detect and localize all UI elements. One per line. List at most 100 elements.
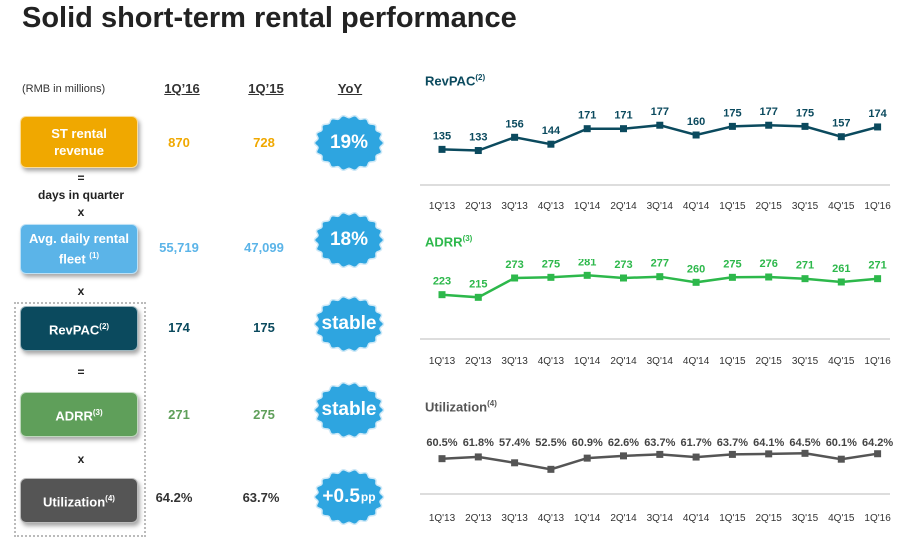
data-label: 177 [760,106,778,118]
data-label: 157 [832,118,850,130]
data-point [874,123,882,131]
data-label: 281 [578,259,596,268]
units-label: (RMB in millions) [22,83,106,95]
data-point [692,131,700,139]
revpac-line-chart: 135 1Q'13 133 2Q'13 156 3Q'13 144 4Q'13 171 1Q'14… [420,106,891,212]
badge-value: 18% [329,229,369,250]
footnote-marker: (2) [99,322,110,332]
data-point [837,133,845,141]
data-point [765,273,773,281]
days-in-quarter-label: days in quarter [37,188,125,202]
data-point [837,278,845,286]
multiply-operator: x [77,452,85,466]
x-tick-label: 2Q'14 [610,356,637,367]
metric-label: ST rental [51,126,107,141]
revenue-current-value: 870 [168,135,190,150]
badge-shape [313,295,385,353]
x-tick-label: 4Q'15 [828,513,855,524]
data-label: 171 [614,110,632,122]
chart-title-text: ADRR [425,234,463,250]
x-tick-label: 3Q'13 [501,356,528,367]
multiply-operator: x [77,205,85,219]
data-label: 61.8% [463,437,494,449]
data-label: 160 [687,116,705,128]
data-label: 64.2% [862,437,893,449]
data-label: 174 [868,108,887,120]
utilization-previous-value: 63.7% [242,490,280,505]
data-point [474,293,482,301]
footnote-marker: (3) [92,408,103,418]
x-tick-label: 1Q'13 [429,513,456,524]
page-title: Solid short-term rental performance [22,2,517,34]
data-point [511,459,519,467]
data-label: 63.7% [644,437,675,449]
data-point [656,273,664,281]
x-tick-label: 3Q'13 [501,513,528,524]
data-label: 133 [469,132,487,144]
equals-operator: = [77,365,85,379]
x-tick-label: 3Q'13 [501,201,528,212]
badge-value: 19% [329,132,369,153]
x-tick-label: 1Q'16 [864,356,891,367]
badge-scallop [313,114,385,172]
badge-shape [313,114,385,172]
data-label: 277 [651,259,669,270]
data-point [511,274,519,282]
data-label: 273 [505,259,523,271]
x-tick-label: 2Q'15 [756,356,783,367]
data-label: 64.1% [753,437,784,449]
data-point [692,453,700,461]
x-tick-label: 4Q'13 [538,513,565,524]
x-tick-label: 2Q'13 [465,513,492,524]
data-label: 276 [760,259,778,270]
data-label: 64.5% [789,437,820,449]
chart-title-text: RevPAC [425,73,476,89]
data-label: 223 [433,276,451,288]
revpac-breakdown-frame [14,302,146,537]
x-tick-label: 1Q'13 [429,201,456,212]
multiply-operator: x [77,284,85,298]
x-tick-label: 2Q'15 [756,513,783,524]
data-point [656,450,664,458]
data-point [656,121,664,129]
revenue-previous-value: 728 [253,135,275,150]
footnote-marker: (1) [89,251,100,261]
data-point [874,275,882,283]
data-point [438,145,446,153]
data-label: 63.7% [717,437,748,449]
data-point [511,133,519,141]
data-label: 271 [796,260,814,272]
metric-label: RevPAC [48,322,100,338]
badge-value: stable [321,399,377,420]
header-previous: 1Q’15 [248,81,284,96]
data-point [620,452,627,460]
x-tick-label: 1Q'16 [864,201,891,212]
metric-label: Utilization [43,494,106,510]
footnote-marker: (3) [462,234,473,243]
data-label: 261 [832,263,850,275]
x-tick-label: 4Q'13 [538,356,565,367]
data-point [692,278,700,286]
data-label: 175 [796,107,814,119]
revpac-chart-title: RevPAC(2) [425,73,485,88]
equals-operator: = [77,171,85,185]
metric-label: fleet [58,251,86,267]
data-point [801,275,809,283]
data-point [620,274,627,282]
x-tick-label: 1Q'14 [574,356,601,367]
metric-label: ADRR [55,408,93,424]
data-point [438,455,446,463]
data-label: 52.5% [535,437,566,449]
avg-daily-rental-fleet-box: Avg. daily rental fleet (1) [20,224,138,274]
header-yoy: YoY [337,81,363,96]
x-tick-label: 4Q'14 [683,356,710,367]
data-label: 60.9% [572,437,603,449]
data-point [801,449,809,457]
data-point [547,273,555,281]
badge-scallop [313,211,385,269]
utilization-current-value: 64.2% [155,490,193,505]
data-label: 260 [687,263,705,275]
fleet-yoy-badge: 18% [313,211,385,269]
utilization-box: Utilization(4) [20,478,138,523]
fleet-previous-value: 47,099 [244,240,284,255]
